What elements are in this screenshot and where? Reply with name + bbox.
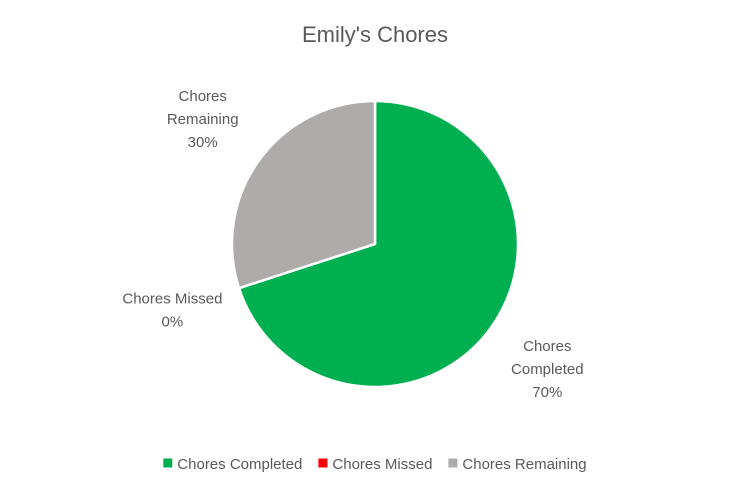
legend-item-chores-missed: Chores Missed (318, 456, 432, 473)
legend-label-chores-missed: Chores Missed (332, 456, 432, 473)
legend-label-chores-remaining: Chores Remaining (462, 456, 586, 473)
legend-swatch-chores-missed (318, 458, 328, 468)
pie-slice-chores-remaining (230, 99, 377, 290)
pie-slice-chores-completed (237, 99, 520, 389)
data-label-chores-completed: Chores Completed 70% (511, 338, 584, 401)
data-label-chores-missed: Chores Missed 0% (122, 290, 222, 330)
legend-swatch-chores-completed (163, 458, 173, 468)
legend-label-chores-completed: Chores Completed (177, 456, 302, 473)
legend-swatch-chores-remaining (448, 458, 458, 468)
legend-item-chores-remaining: Chores Remaining (448, 456, 587, 473)
legend-item-chores-completed: Chores Completed (163, 456, 302, 473)
chart-title: Emily's Chores (302, 22, 448, 47)
data-label-chores-remaining: Chores Remaining 30% (167, 88, 239, 151)
